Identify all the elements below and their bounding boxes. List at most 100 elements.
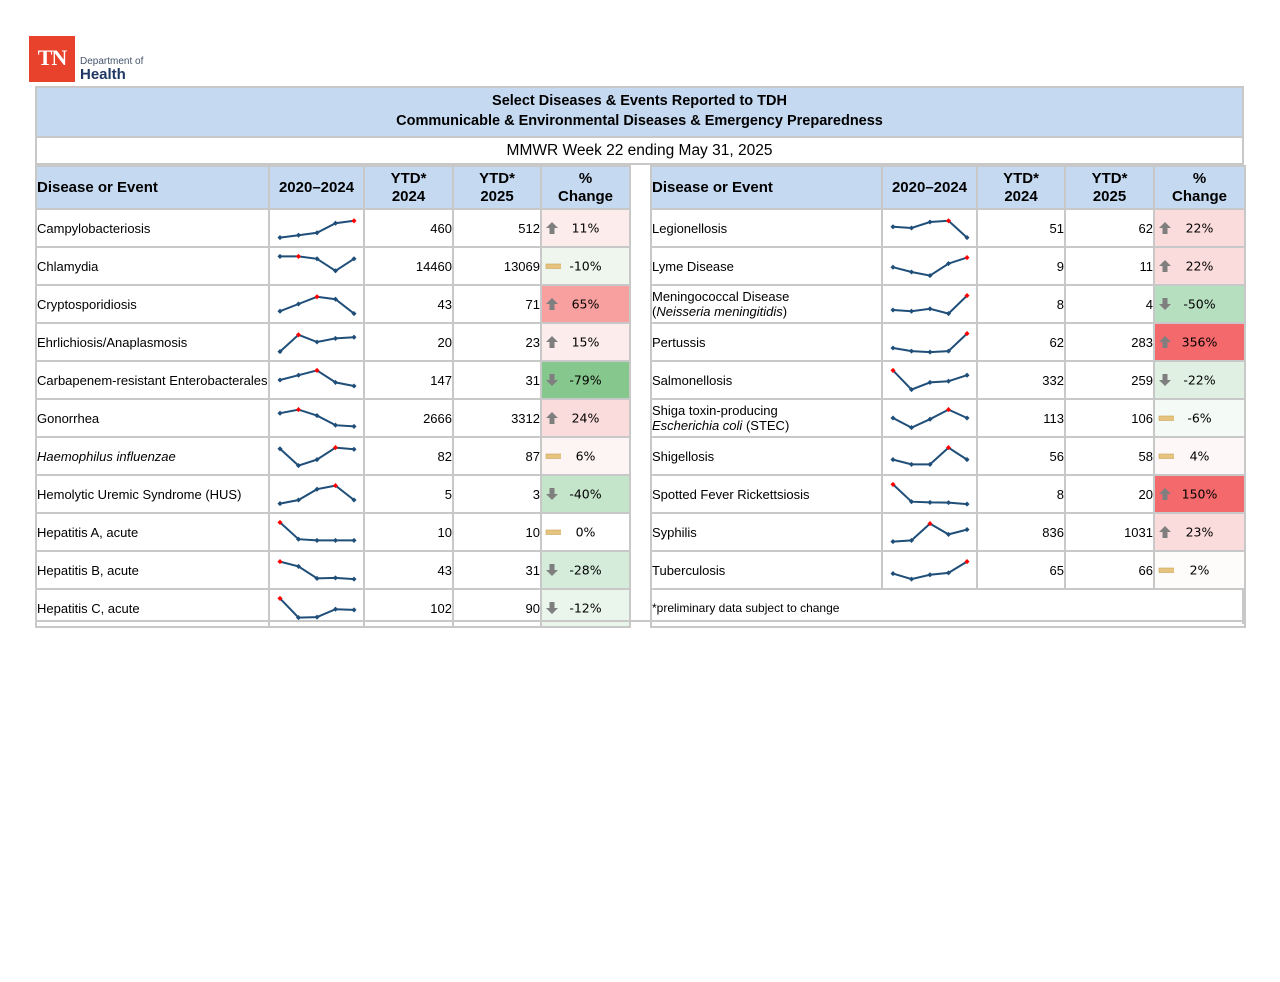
arrow-down-icon xyxy=(1159,374,1171,386)
col-header-year: 2024 xyxy=(391,187,426,205)
col-header-pct-change: % Change xyxy=(1153,165,1246,210)
ytd-2025-cell: 20 xyxy=(1064,474,1155,514)
disease-name: Chlamydia xyxy=(37,258,99,274)
disease-name: Carbapenem-resistant Enterobacterales xyxy=(37,372,268,388)
pct-change-value: 23% xyxy=(1185,524,1214,540)
table-row: Hepatitis B, acute 43 31 -28% xyxy=(35,550,631,590)
sparkline-chart xyxy=(276,367,357,389)
arrow-up-icon xyxy=(546,298,558,310)
table-row: Salmonellosis 332 259 -22% xyxy=(650,360,1246,400)
arrow-up-icon xyxy=(546,222,558,234)
pct-change-cell: 22% xyxy=(1153,208,1246,248)
sparkline-chart xyxy=(889,331,970,355)
trend-sparkline-cell xyxy=(268,512,365,552)
col-header-trend: 2020–2024 xyxy=(881,165,978,210)
ytd-2024-cell: 14460 xyxy=(363,246,454,286)
left-table: Disease or Event 2020–2024 YTD* 2024 YTD*… xyxy=(35,165,631,628)
arrow-up-icon xyxy=(1159,488,1171,500)
trend-sparkline-cell xyxy=(881,398,978,438)
table-row: Lyme Disease 9 11 22% xyxy=(650,246,1246,286)
table-row: Campylobacteriosis 460 512 11% xyxy=(35,208,631,248)
pct-change-value: 150% xyxy=(1181,486,1218,502)
disease-name: Shigellosis xyxy=(652,448,715,464)
disease-name-cell: Hemolytic Uremic Syndrome (HUS) xyxy=(35,474,270,514)
ytd-2024-cell: 5 xyxy=(363,474,454,514)
left-header-row: Disease or Event 2020–2024 YTD* 2024 YTD*… xyxy=(35,165,631,210)
sparkline-chart xyxy=(889,407,970,431)
ytd-2025-cell: 283 xyxy=(1064,322,1155,362)
trend-sparkline-cell xyxy=(268,284,365,324)
disease-name-cell: Pertussis xyxy=(650,322,883,362)
trend-sparkline-cell xyxy=(268,436,365,476)
sparkline-chart xyxy=(276,483,357,507)
pct-change-cell: 24% xyxy=(540,398,631,438)
col-header-ytd-2024: YTD* 2024 xyxy=(363,165,454,210)
disease-name-cell: Meningococcal Disease (Neisseria meningit… xyxy=(650,284,883,324)
pct-change-cell: 22% xyxy=(1153,246,1246,286)
table-gap xyxy=(629,165,650,624)
arrow-up-icon xyxy=(1159,526,1171,538)
pct-change-cell: -10% xyxy=(540,246,631,286)
pct-change-cell: 356% xyxy=(1153,322,1246,362)
pct-change-cell: 65% xyxy=(540,284,631,324)
trend-sparkline-cell xyxy=(268,322,365,362)
arrow-up-icon xyxy=(1159,336,1171,348)
report-title-line2: Communicable & Environmental Diseases & … xyxy=(396,113,883,129)
pct-change-value: -22% xyxy=(1183,372,1216,388)
arrow-down-icon xyxy=(546,374,558,386)
ytd-2024-cell: 56 xyxy=(976,436,1066,476)
trend-sparkline-cell xyxy=(881,512,978,552)
disease-name-cell: Shiga toxin-producing Escherichia coli (S… xyxy=(650,398,883,438)
pct-change-value: -28% xyxy=(569,562,602,578)
ytd-2024-cell: 836 xyxy=(976,512,1066,552)
tn-health-logo: TN Department of Health xyxy=(29,36,159,84)
pct-change-cell: 2% xyxy=(1153,550,1246,590)
disease-name: Campylobacteriosis xyxy=(37,220,151,236)
ytd-2024-cell: 43 xyxy=(363,284,454,324)
col-header-ytd-label: YTD* xyxy=(390,169,427,187)
disease-name: Hepatitis C, acute xyxy=(37,600,140,616)
arrow-down-icon xyxy=(1159,298,1171,310)
sparkline-chart xyxy=(889,521,970,545)
pct-change-value: 24% xyxy=(571,410,600,426)
disease-name-cell: Haemophilus influenzae xyxy=(35,436,270,476)
ytd-2025-cell: 259 xyxy=(1064,360,1155,400)
pct-change-value: -40% xyxy=(569,486,602,502)
trend-sparkline-cell xyxy=(268,550,365,590)
ytd-2024-cell: 460 xyxy=(363,208,454,248)
table-row: Meningococcal Disease (Neisseria meningit… xyxy=(650,284,1246,324)
disease-name: Hepatitis A, acute xyxy=(37,524,139,540)
col-header-year: 2024 xyxy=(1004,187,1038,205)
disease-name: Shiga toxin-producing xyxy=(652,403,778,418)
table-row: Legionellosis 51 62 22% xyxy=(650,208,1246,248)
pct-change-value: -50% xyxy=(1183,296,1216,312)
report-title-line1: Select Diseases & Events Reported to TDH xyxy=(492,93,787,109)
disease-report: Select Diseases & Events Reported to TDH… xyxy=(35,86,1246,628)
ytd-2024-cell: 8 xyxy=(976,474,1066,514)
disease-name: Meningococcal Disease xyxy=(652,289,790,304)
table-row: Spotted Fever Rickettsiosis 8 20 150% xyxy=(650,474,1246,514)
disease-name-cell: Campylobacteriosis xyxy=(35,208,270,248)
flat-bar-icon xyxy=(545,263,561,269)
ytd-2025-cell: 31 xyxy=(452,550,542,590)
table-row: Haemophilus influenzae 82 87 6% xyxy=(35,436,631,476)
table-row: Tuberculosis 65 66 2% xyxy=(650,550,1246,590)
pct-change-cell: -22% xyxy=(1153,360,1246,400)
sparkline-chart xyxy=(276,559,357,582)
table-row: Hemolytic Uremic Syndrome (HUS) 5 3 -40% xyxy=(35,474,631,514)
trend-sparkline-cell xyxy=(881,436,978,476)
disease-name-cell: Shigellosis xyxy=(650,436,883,476)
logo-health-text: Health xyxy=(80,66,126,83)
trend-sparkline-cell xyxy=(268,208,365,248)
sparkline-chart xyxy=(889,293,970,317)
disease-name-cell: Salmonellosis xyxy=(650,360,883,400)
sparkline-chart xyxy=(276,253,357,274)
ytd-2024-cell: 113 xyxy=(976,398,1066,438)
disease-name: Ehrlichiosis/Anaplasmosis xyxy=(37,334,188,350)
trend-sparkline-cell xyxy=(881,360,978,400)
disease-name-cell: Hepatitis A, acute xyxy=(35,512,270,552)
table-row: Gonorrhea 2666 3312 24% xyxy=(35,398,631,438)
sparkline-chart xyxy=(889,255,970,279)
table-row: Shiga toxin-producing Escherichia coli (S… xyxy=(650,398,1246,438)
pct-change-value: -6% xyxy=(1187,410,1212,426)
